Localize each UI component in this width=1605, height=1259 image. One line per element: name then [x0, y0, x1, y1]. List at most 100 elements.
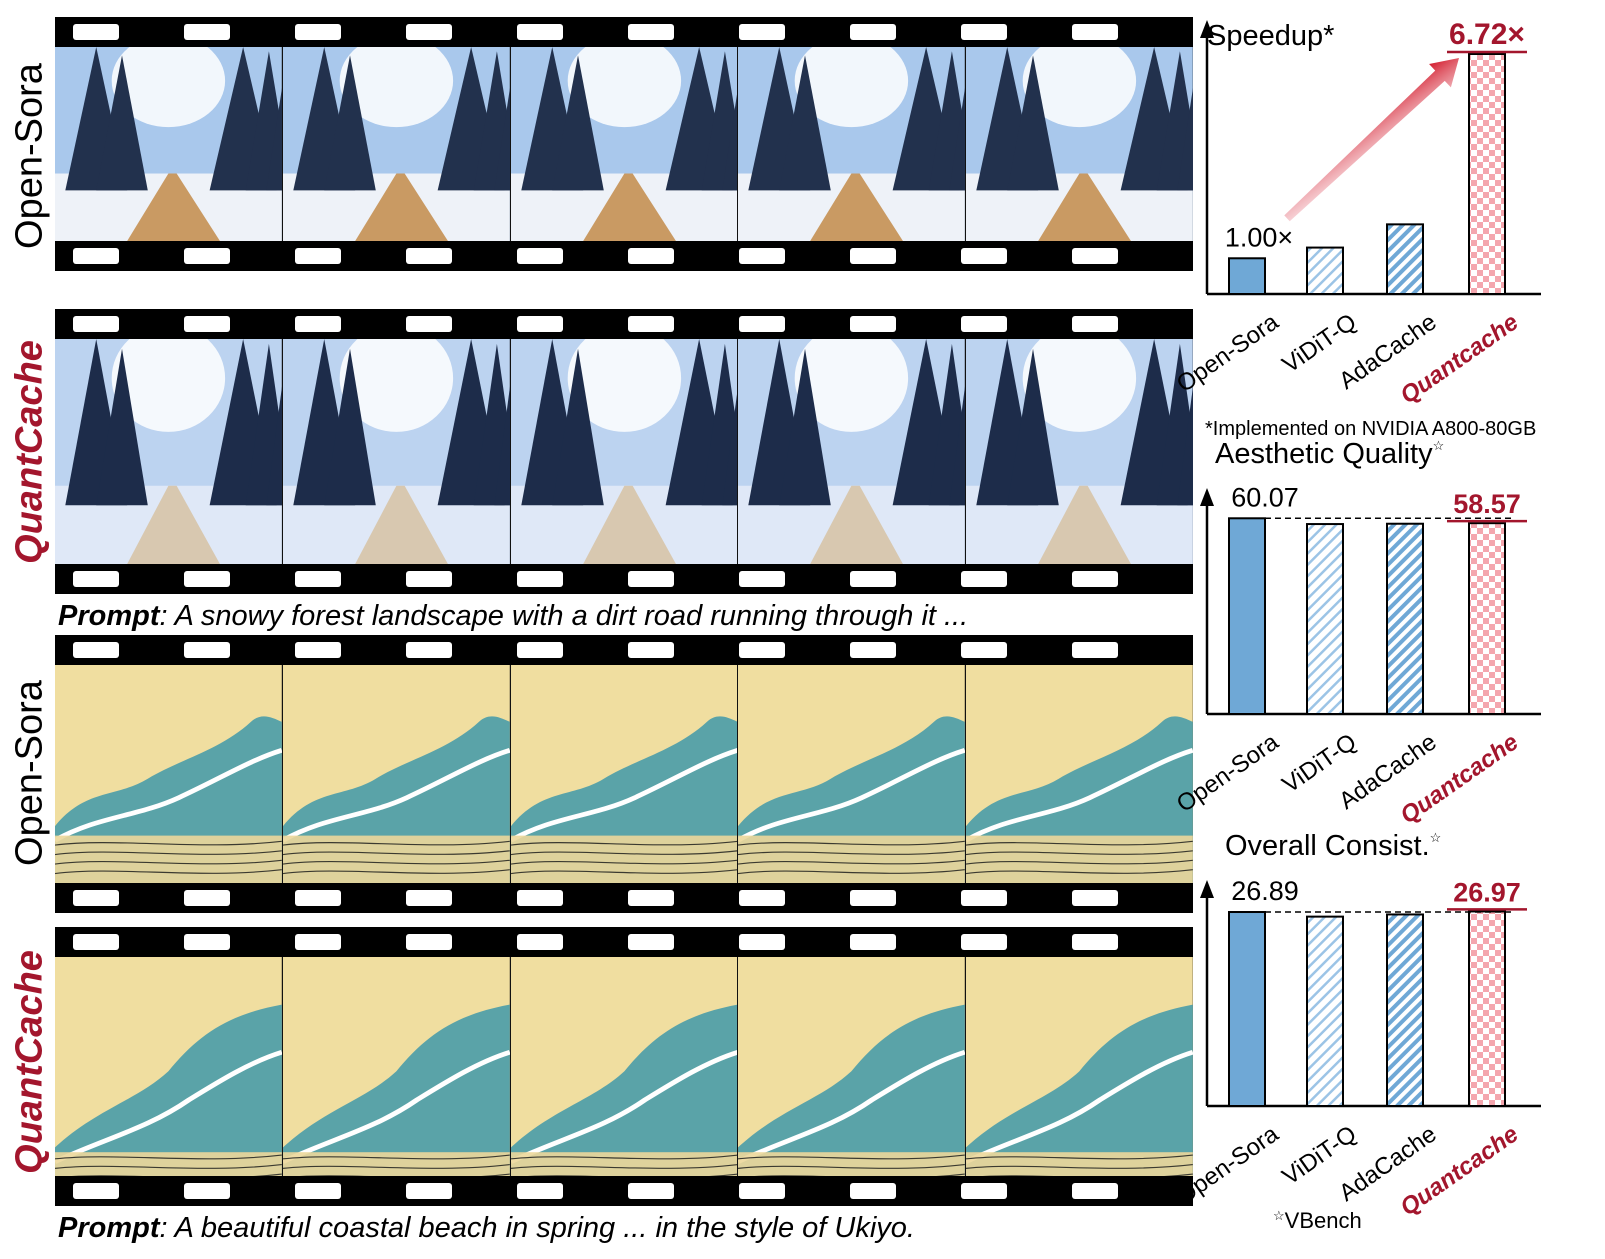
film-hole [850, 316, 896, 332]
data-label-highlight: 58.57 [1453, 489, 1521, 519]
film-hole [73, 642, 119, 658]
film-hole [295, 890, 341, 906]
film-hole [517, 890, 563, 906]
bar-chart-svg: Open-Sora60.07ViDiT-QAdaCacheQuantcache5… [1172, 482, 1541, 829]
prompt-text: : A beautiful coastal beach in spring ..… [159, 1212, 915, 1244]
video-frame [738, 47, 967, 241]
film-hole [184, 642, 230, 658]
film-hole [739, 1183, 785, 1199]
film-hole [406, 24, 452, 40]
film-hole [961, 571, 1007, 587]
bar-chart-svg: Open-Sora26.89ViDiT-QAdaCacheQuantcache2… [1172, 876, 1541, 1221]
film-hole [961, 24, 1007, 40]
film-hole [517, 1183, 563, 1199]
film-hole [73, 316, 119, 332]
film-hole [628, 642, 674, 658]
film-hole [406, 642, 452, 658]
film-hole [1072, 934, 1118, 950]
film-sprockets-top [55, 927, 1193, 957]
bar-chart-svg: Open-Sora1.00×ViDiT-QAdaCacheQuantcache6… [1172, 18, 1541, 409]
film-hole [850, 642, 896, 658]
film-hole [184, 934, 230, 950]
film-hole [628, 316, 674, 332]
film-hole [1072, 571, 1118, 587]
film-hole [73, 24, 119, 40]
video-frame [282, 339, 511, 564]
video-frame [738, 665, 967, 883]
bar-adacache [1386, 913, 1424, 1108]
prompt-prefix: Prompt [58, 600, 160, 632]
video-frame [282, 957, 511, 1176]
video-strip-1 [55, 17, 1193, 271]
row-label-quantcache-2: QuantCache [8, 950, 51, 1174]
film-sprockets-bottom [55, 241, 1193, 271]
aesthetic-quality-chart: Aesthetic Quality☆ Open-Sora 60.07 ViDiT-Q… [1172, 438, 1605, 829]
film-hole [739, 934, 785, 950]
film-hole [628, 24, 674, 40]
film-hole [1072, 1183, 1118, 1199]
film-hole [739, 890, 785, 906]
film-hole [295, 248, 341, 264]
film-hole [517, 642, 563, 658]
video-frames [55, 339, 1193, 564]
video-frame [966, 665, 1193, 883]
video-frame [966, 957, 1193, 1176]
film-hole [73, 571, 119, 587]
y-axis-arrow-icon [1200, 880, 1214, 898]
data-label: 1.00× [1225, 222, 1293, 252]
implementation-footnote: *Implemented on NVIDIA A800-80GB [1205, 418, 1537, 440]
video-frames [55, 665, 1193, 883]
film-hole [406, 1183, 452, 1199]
film-hole [1072, 642, 1118, 658]
film-hole [739, 642, 785, 658]
film-hole [961, 248, 1007, 264]
video-frame [966, 339, 1193, 564]
star-icon: ☆ [1273, 1208, 1285, 1223]
video-frame [510, 957, 739, 1176]
film-hole [850, 890, 896, 906]
film-hole [850, 248, 896, 264]
film-hole [1072, 24, 1118, 40]
film-hole [628, 890, 674, 906]
film-hole [295, 571, 341, 587]
film-hole [1072, 316, 1118, 332]
bar-adacache [1386, 522, 1424, 715]
video-frame [738, 957, 967, 1176]
row-label-open-sora-2: Open-Sora [8, 680, 51, 866]
prompt-text: : A snowy forest landscape with a dirt r… [159, 600, 969, 632]
film-hole [406, 890, 452, 906]
film-hole [184, 248, 230, 264]
video-frame [55, 339, 283, 564]
film-hole [628, 571, 674, 587]
video-frame [510, 47, 739, 241]
film-hole [961, 642, 1007, 658]
prompt-caption-2: Prompt: A beautiful coastal beach in spr… [58, 1212, 915, 1245]
film-hole [73, 934, 119, 950]
data-label-highlight: 26.97 [1453, 877, 1521, 907]
film-hole [184, 1183, 230, 1199]
film-hole [1072, 890, 1118, 906]
film-hole [517, 24, 563, 40]
film-hole [295, 24, 341, 40]
video-frames [55, 47, 1193, 241]
film-hole [628, 1183, 674, 1199]
film-hole [406, 316, 452, 332]
video-frame [966, 47, 1193, 241]
bar-quantcache [1468, 53, 1506, 295]
data-label: 60.07 [1231, 482, 1299, 512]
film-hole [739, 24, 785, 40]
film-hole [739, 248, 785, 264]
y-axis-arrow-icon [1200, 488, 1214, 506]
film-hole [739, 571, 785, 587]
bar-vidit-q [1306, 523, 1344, 715]
bar-open-sora [1228, 257, 1266, 295]
vbench-text: VBench [1284, 1208, 1362, 1233]
bar-adacache [1386, 223, 1424, 296]
video-frame [282, 665, 511, 883]
bar-quantcache [1468, 910, 1506, 1108]
film-hole [73, 248, 119, 264]
film-hole [1072, 248, 1118, 264]
video-strip-2 [55, 309, 1193, 594]
film-hole [295, 1183, 341, 1199]
vbench-note: ☆VBench [1273, 1208, 1362, 1234]
